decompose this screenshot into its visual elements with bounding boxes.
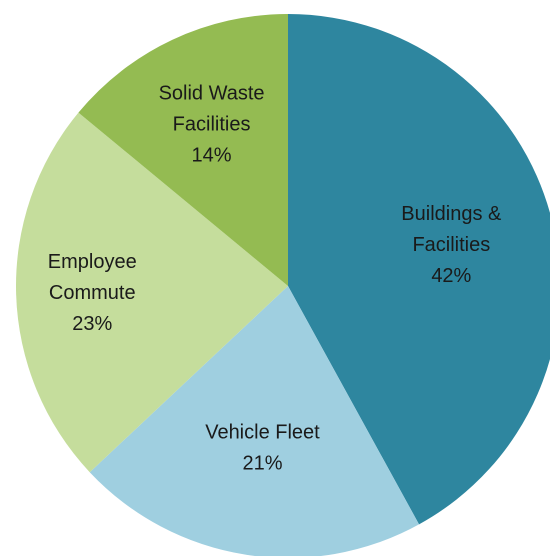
- slice-label-group-0: Buildings & Facilities 42%: [401, 203, 502, 287]
- slices-layer: [15, 14, 550, 556]
- slice-value-label-0: 42%: [431, 265, 471, 287]
- slice-value-label-1: 21%: [242, 453, 282, 475]
- slice-category-label-0-0: Buildings &: [401, 203, 502, 225]
- pie-slice-2: [15, 112, 289, 473]
- slice-category-label-3-0: Solid Waste: [159, 83, 265, 105]
- slice-label-group-2: Employee Commute 23%: [48, 251, 137, 335]
- pie-slice-3: [78, 14, 288, 286]
- slice-label-group-1: Vehicle Fleet 21%: [205, 422, 320, 475]
- slice-category-label-2-1: Commute: [49, 282, 136, 304]
- slice-value-label-3: 14%: [192, 145, 232, 167]
- slice-category-label-2-0: Employee: [48, 251, 137, 273]
- slice-category-label-3-1: Facilities: [173, 114, 251, 136]
- pie-slice-1: [89, 286, 420, 556]
- slice-category-label-0-1: Facilities: [412, 234, 490, 256]
- pie-slice-0: [288, 14, 550, 525]
- labels-layer: Buildings & Facilities 42% Vehicle Fleet 21%…: [48, 83, 502, 475]
- slice-label-group-3: Solid Waste Facilities 14%: [159, 83, 265, 167]
- slice-value-label-2: 23%: [72, 313, 112, 335]
- slice-category-label-1-0: Vehicle Fleet: [205, 422, 320, 444]
